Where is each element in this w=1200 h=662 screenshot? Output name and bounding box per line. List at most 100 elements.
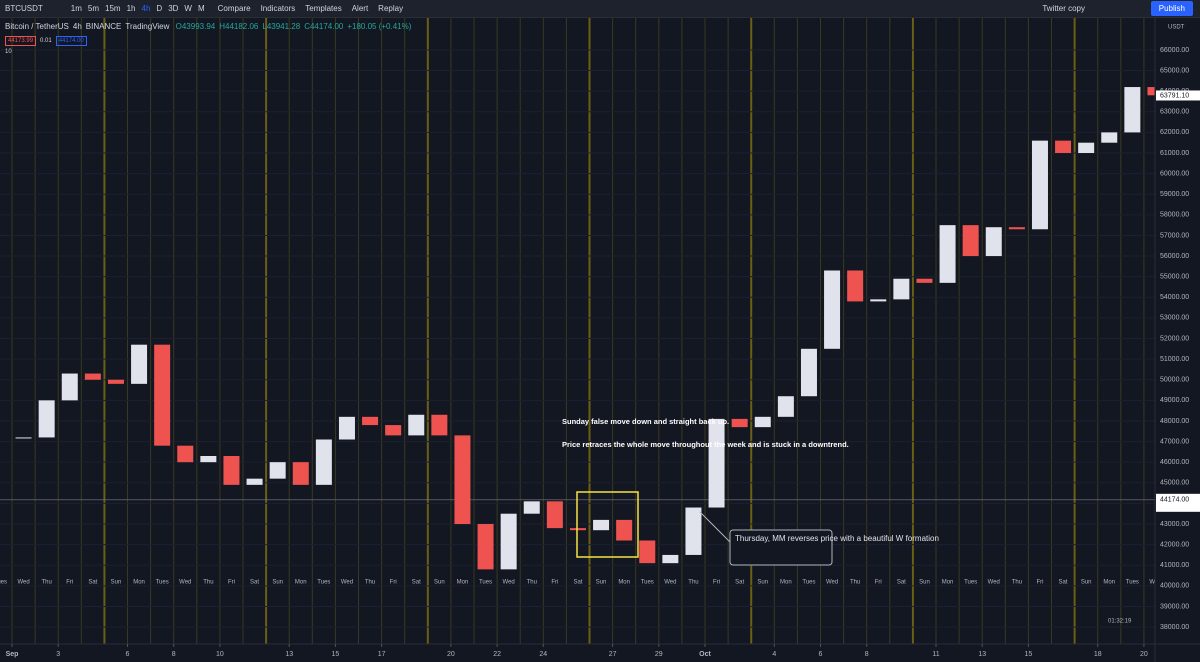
weekday-label: Sun [757,580,768,586]
candle-body [292,462,309,485]
weekday-label: Tues [156,580,169,586]
weekday-label: Fri [551,580,558,586]
y-tick-label: 49000.00 [1160,397,1189,404]
candle-body [1101,132,1118,143]
x-tick-label: 15 [1025,651,1033,658]
interval-button[interactable]: 4h [141,4,151,13]
weekday-label: Sun [919,580,930,586]
publish-button[interactable]: Publish [1150,1,1193,16]
weekday-label: Wed [503,580,515,586]
x-tick-label: 3 [56,651,60,658]
interval-button[interactable]: 3D [168,4,179,13]
weekday-label: Mon [295,580,307,586]
y-tick-label: 61000.00 [1160,150,1189,157]
y-tick-label: 51000.00 [1160,356,1189,363]
y-tick-label: 45000.00 [1160,480,1189,487]
weekday-label: Sat [412,580,421,586]
interval-button[interactable]: 1m [70,4,82,13]
x-tick-label: Oct [699,651,711,658]
y-tick-label: 62000.00 [1160,129,1189,136]
x-tick-label: 24 [539,651,547,658]
weekday-label: Tues [802,580,815,586]
x-tick-label: 20 [1140,651,1148,658]
candle-body [84,373,101,380]
candle-body [662,554,679,564]
indicators[interactable]: Indicators [260,4,296,13]
interval-button[interactable]: 1h [126,4,136,13]
x-tick-label: 18 [1094,651,1102,658]
chart: Tues Wed Thu Fri Sat Sun Mon Tues Wed Thu Fri Sat Su… [0,18,1200,662]
candle-body [593,519,610,531]
weekday-label: Thu [41,580,51,586]
weekday-label: Thu [850,580,860,586]
x-tick-label: 10 [216,651,224,658]
interval-button[interactable]: 15m [105,4,121,13]
candle-body [569,528,586,531]
x-tick-label: 13 [978,651,986,658]
ohlc: H44182.06 [219,22,259,31]
buy-price[interactable]: 44174.00 [55,36,87,46]
x-tick-label: 13 [285,651,293,658]
toolbar: BTCUSDT 1m 5m 15m 1h 4h D 3D W M Compare Indicat… [0,0,1200,18]
currency: USDT [1168,25,1185,31]
candle-body [870,299,887,302]
candle-body [546,501,563,529]
weekday-label: Sat [735,580,744,586]
weekday-label: Wed [826,580,838,586]
interval-button[interactable]: D [156,4,163,13]
candle-body [454,435,471,525]
candle-body [1008,227,1025,230]
weekday-label: Fri [390,580,397,586]
x-tick-label: 8 [865,651,869,658]
candle-body [177,445,194,463]
annotation: Sunday false move down and straight back… [562,417,729,426]
symbol[interactable]: BTCUSDT [5,4,43,13]
ohlc: O43993.94 [175,22,216,31]
candle-body [223,455,240,485]
weekday-label: Wed [341,580,353,586]
countdown: 01:32:19 [1108,619,1132,625]
highlight-box [576,491,639,558]
candle-body [800,348,817,397]
y-tick-label: 59000.00 [1160,191,1189,198]
x-tick-label: Sep [6,651,19,658]
y-tick-label: 39000.00 [1160,603,1189,610]
replay[interactable]: Replay [378,4,404,13]
price-label-bg [1156,493,1200,512]
y-tick-label: 41000.00 [1160,562,1189,569]
x-tick-label: 15 [332,651,340,658]
candle-body [893,278,910,300]
interval-button[interactable]: M [197,4,205,13]
y-tick-label: 42000.00 [1160,541,1189,548]
weekday-label: Sun [596,580,607,586]
candle-body [916,278,933,283]
templates[interactable]: Templates [305,4,342,13]
ohlc: L43941.28 [262,22,301,31]
y-tick-label: 50000.00 [1160,377,1189,384]
x-tick-label: 8 [172,651,176,658]
alert[interactable]: Alert [351,4,369,13]
interval-button[interactable]: 5m [87,4,100,13]
change: +180.05 (+0.41%) [347,22,412,31]
layout-name[interactable]: Twitter copy [1042,4,1085,13]
y-tick-label: 57000.00 [1160,232,1189,239]
x-tick-label: 11 [932,651,939,658]
candle-body [269,462,286,479]
volume-toggle[interactable]: 10 [5,49,12,55]
candle-body [777,396,794,417]
candle-body [731,418,748,428]
interval-button[interactable]: W [184,4,192,13]
candle-body [616,519,633,541]
weekday-label: Wed [1149,580,1161,586]
candle-body [15,437,32,439]
candle-body [315,439,332,485]
y-tick-label: 48000.00 [1160,418,1189,425]
weekday-label: Thu [365,580,375,586]
candle-body [708,418,725,508]
weekday-label: Mon [1103,580,1115,586]
sell-price[interactable]: 44173.99 [5,36,37,46]
weekday-label: Wed [179,580,191,586]
compare[interactable]: Compare [217,4,251,13]
weekday-label: Fri [66,580,73,586]
